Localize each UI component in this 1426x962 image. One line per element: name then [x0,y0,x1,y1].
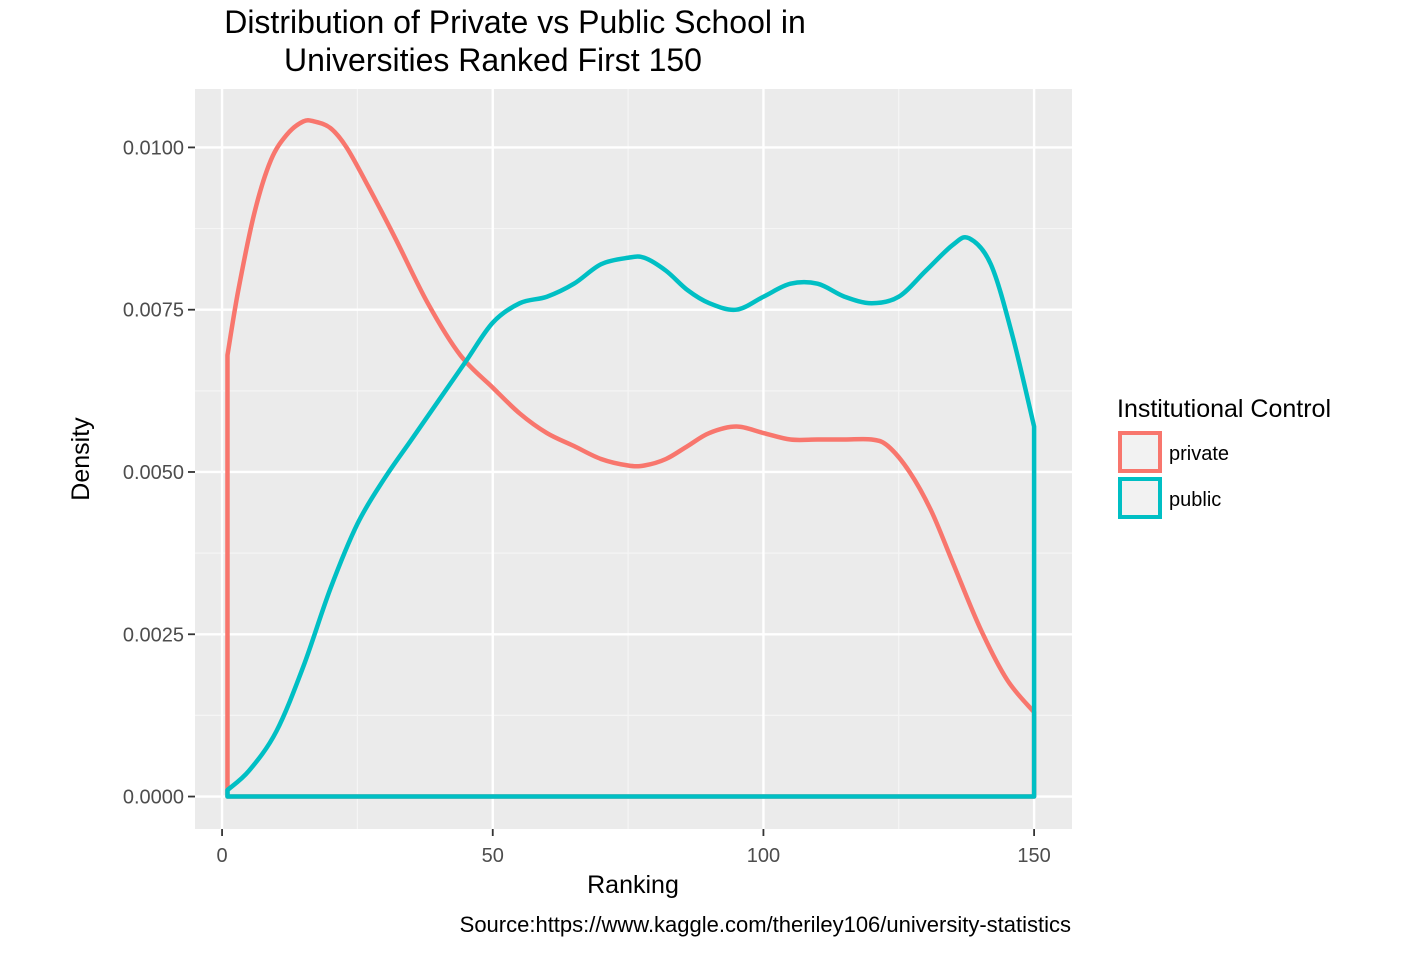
x-axis-title: Ranking [587,871,679,899]
y-tick-label: 0.0100 [123,137,184,159]
x-tick-label: 150 [1017,845,1050,867]
legend-label-public: public [1169,489,1221,511]
legend: Institutional Control private public [1117,395,1331,519]
y-axis-title: Density [67,417,95,501]
legend-title: Institutional Control [1117,395,1331,423]
source-caption: Source:https://www.kaggle.com/theriley10… [460,912,1071,937]
chart-title: Distribution of Private vs Public School… [224,4,806,78]
legend-key-public [1118,477,1162,519]
y-tick-label: 0.0025 [123,624,184,646]
x-tick-label: 50 [482,845,504,867]
y-axis: 0.0000 0.0025 0.0050 0.0075 0.0100 [123,137,195,809]
y-tick-label: 0.0050 [123,462,184,484]
density-series [225,117,1037,799]
legend-key-private [1118,431,1162,473]
chart-title-line-1: Distribution of Private vs Public School… [224,4,806,40]
series-public-line [225,234,1037,799]
y-tick-label: 0.0075 [123,300,184,322]
chart-title-line-2: Universities Ranked First 150 [284,42,702,78]
y-tick-label: 0.0000 [123,787,184,809]
x-axis: 0 50 100 150 [217,829,1051,867]
x-tick-label: 100 [747,845,780,867]
x-tick-label: 0 [217,845,228,867]
legend-label-private: private [1169,443,1229,465]
series-private-line [225,117,1037,799]
plot-panel [195,89,1072,829]
